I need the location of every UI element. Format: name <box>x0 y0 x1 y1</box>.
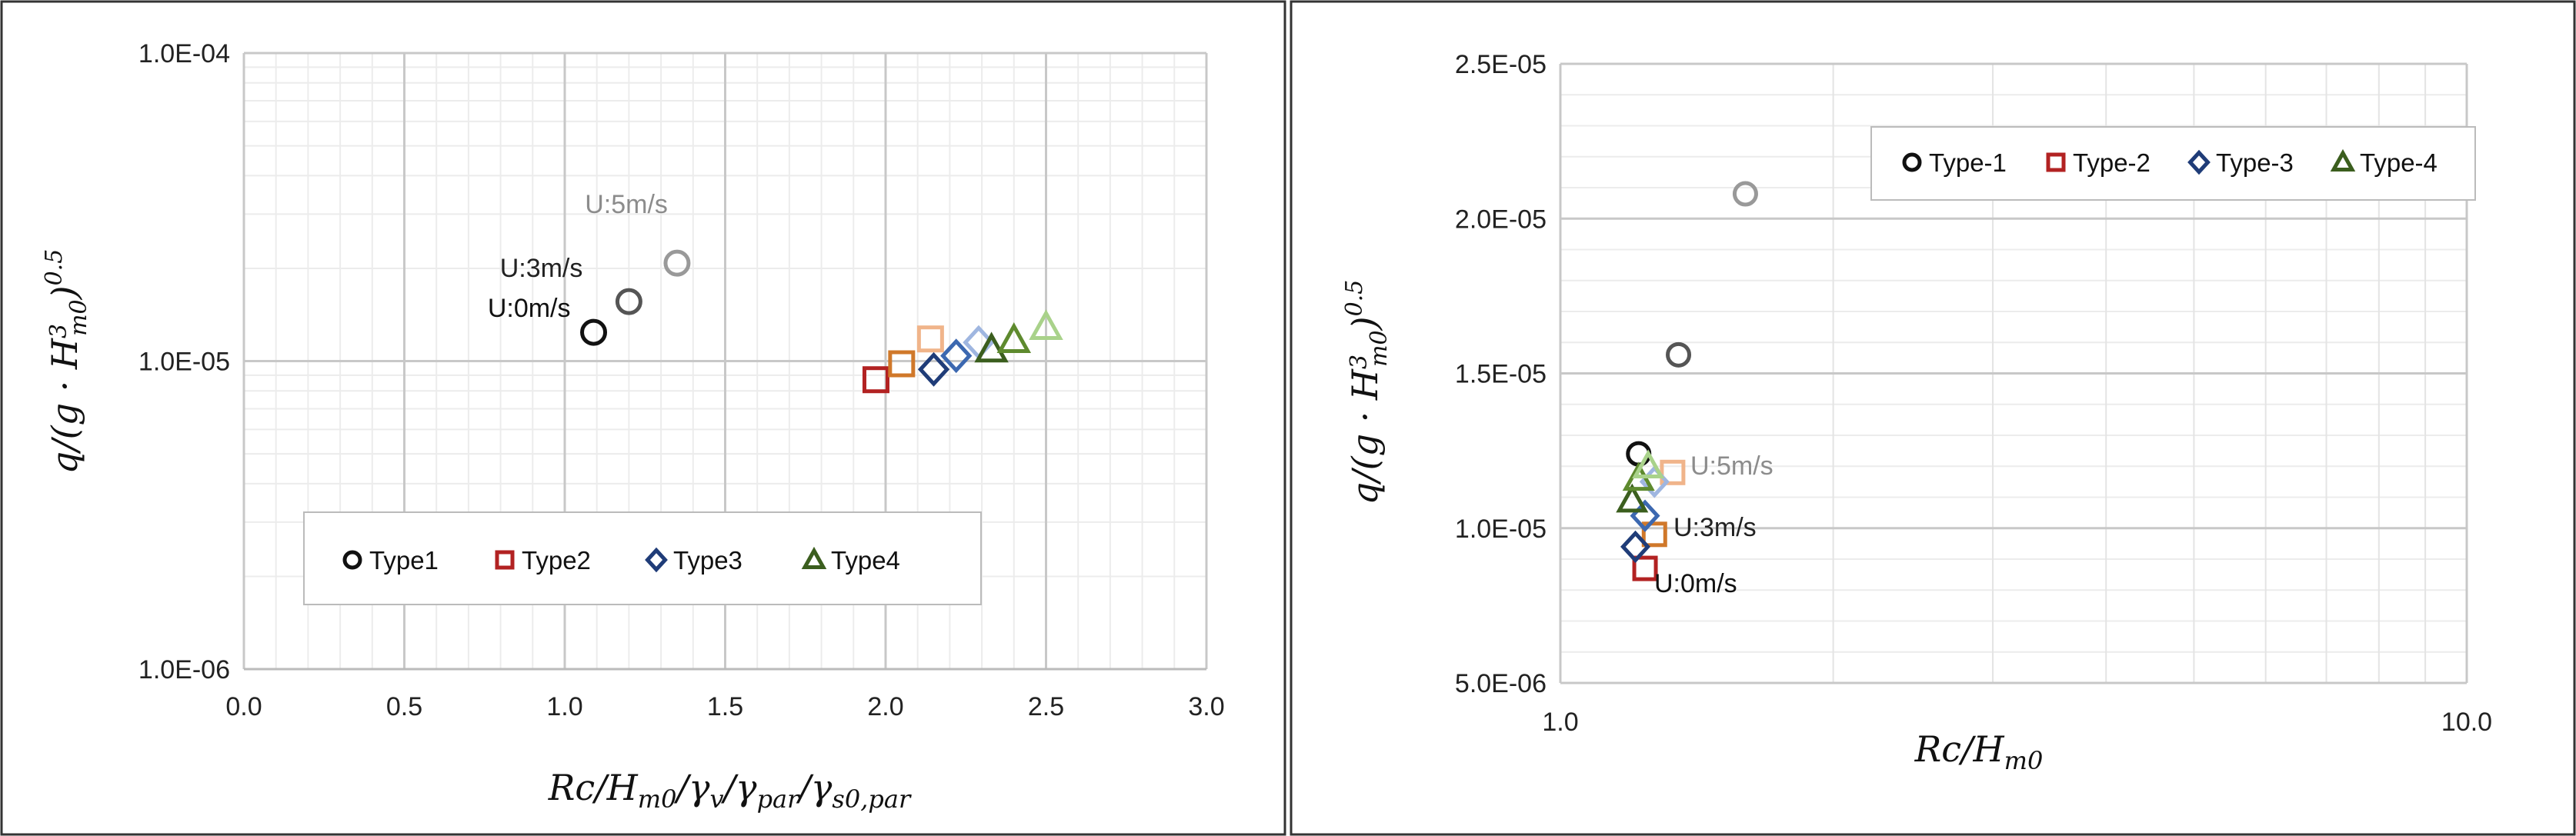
right-legend-marker <box>2187 149 2211 175</box>
right-panel-frame <box>1290 0 2576 836</box>
right-x-tick-label: 1.0 <box>1542 708 1578 737</box>
left-point-type3 <box>940 338 973 374</box>
right-legend-label: Type-1 <box>1929 148 2007 177</box>
right-point-type-2 <box>1641 521 1667 548</box>
left-x-tick-label: 3.0 <box>1188 692 1224 721</box>
right-legend-marker <box>1902 152 1922 172</box>
right-legend-label: Type-2 <box>2073 148 2151 177</box>
left-x-tick-label: 2.0 <box>867 692 903 721</box>
right-wind-annotation: U:5m/s <box>1690 451 1774 481</box>
left-point-type1 <box>580 318 608 346</box>
right-point-type-1 <box>1732 181 1758 207</box>
right-point-type-4 <box>1632 449 1665 479</box>
right-y-tick-label: 5.0E-06 <box>1455 669 1547 698</box>
left-legend-label: Type1 <box>369 546 439 575</box>
left-y-axis-title: q/(g · H3m0)0.5 <box>41 249 92 475</box>
right-point-type-2 <box>1660 459 1686 485</box>
left-y-tick-label: 1.0E-05 <box>138 348 230 377</box>
left-chart: 0.0 0.5 1.0 1.5 2.0 2.5 3.0 1.0E-06 1.0E-05 1.0E-… <box>41 39 1225 814</box>
right-y-tick-label: 2.0E-05 <box>1455 205 1547 234</box>
svg-text:q/(g · H3m0)0.5: q/(g · H3m0)0.5 <box>1341 280 1393 505</box>
right-point-type-3 <box>1620 530 1651 564</box>
left-legend: Type1 Type2 Type3 Type4 <box>303 511 982 605</box>
left-point-type2 <box>916 325 944 353</box>
right-y-tick-label: 1.0E-05 <box>1455 515 1547 544</box>
svg-text:q/(g · H3m0)0.5: q/(g · H3m0)0.5 <box>41 249 92 475</box>
right-y-tick-label: 1.5E-05 <box>1455 360 1547 389</box>
left-legend-label: Type2 <box>522 546 591 575</box>
right-point-type-2 <box>1632 555 1658 581</box>
left-legend-marker <box>645 547 668 573</box>
left-x-tick-label: 2.5 <box>1028 692 1064 721</box>
left-point-type4 <box>996 322 1032 353</box>
right-point-type-1 <box>1666 341 1692 368</box>
left-point-type2 <box>888 350 916 378</box>
left-legend-label: Type4 <box>831 546 900 575</box>
right-legend: Type-1 Type-2 Type-3 Type-4 <box>1870 126 2476 201</box>
left-point-type1 <box>615 288 642 315</box>
left-panel-frame <box>0 0 1286 836</box>
right-y-tick-label: 2.5E-05 <box>1455 50 1547 79</box>
right-wind-annotation: U:3m/s <box>1673 513 1757 542</box>
left-legend-marker <box>495 550 515 570</box>
left-point-type4 <box>1029 309 1063 340</box>
left-wind-annotation: U:0m/s <box>488 294 571 323</box>
left-legend-marker <box>342 550 362 570</box>
left-x-tick-label: 1.0 <box>546 692 582 721</box>
right-legend-label: Type-4 <box>2360 148 2438 177</box>
right-legend-marker <box>2046 152 2066 172</box>
left-x-tick-label: 0.0 <box>225 692 262 721</box>
left-legend-label: Type3 <box>673 546 742 575</box>
left-point-type3 <box>917 351 950 387</box>
left-x-axis-title: Rc/Hm0/γv/γpar/γs0,par <box>548 767 912 814</box>
right-legend-marker <box>2330 148 2356 172</box>
left-y-tick-label: 1.0E-04 <box>138 39 230 68</box>
right-x-axis-title: Rc/Hm0 <box>1914 728 2044 775</box>
right-legend-label: Type-3 <box>2216 148 2294 177</box>
left-legend-marker <box>801 546 827 569</box>
left-x-tick-label: 0.5 <box>386 692 422 721</box>
left-wind-annotation: U:3m/s <box>500 254 583 283</box>
left-wind-annotation: U:5m/s <box>585 190 668 219</box>
right-point-type-4 <box>1616 483 1649 513</box>
right-wind-annotation: U:0m/s <box>1654 569 1737 598</box>
left-point-type4 <box>974 331 1009 363</box>
right-x-tick-label: 10.0 <box>2441 708 2492 737</box>
left-point-type2 <box>862 366 889 394</box>
right-chart: 1.0 10.0 5.0E-06 1.0E-05 1.5E-05 2.0E-05 2.5E-… <box>1341 50 2492 775</box>
right-y-axis-title: q/(g · H3m0)0.5 <box>1341 280 1393 505</box>
left-x-tick-label: 1.5 <box>707 692 743 721</box>
left-y-tick-label: 1.0E-06 <box>138 655 230 684</box>
left-point-type1 <box>663 249 691 277</box>
